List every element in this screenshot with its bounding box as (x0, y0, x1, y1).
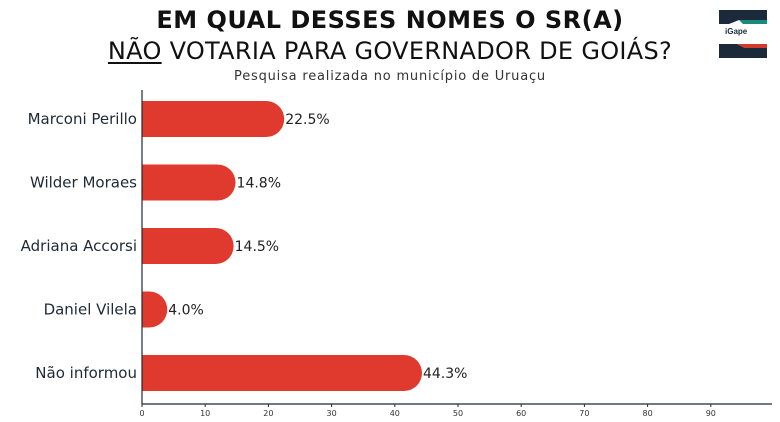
x-tick-label: 40 (390, 409, 400, 418)
category-label: Wilder Moraes (30, 174, 137, 192)
bar-1 (142, 164, 236, 201)
title-line-1: EM QUAL DESSES NOMES O SR(A) (156, 6, 624, 34)
bar-0 (142, 101, 285, 137)
igape-logo: iGape (719, 10, 767, 58)
x-tick-label: 20 (263, 409, 273, 418)
x-tick-label: 60 (516, 409, 526, 418)
x-tick-label: 90 (706, 409, 716, 418)
value-label: 14.5% (235, 239, 279, 255)
chart-title: EM QUAL DESSES NOMES O SR(A) (0, 6, 780, 34)
logo-icon (719, 10, 767, 58)
value-label: 4.0% (168, 303, 204, 319)
bar-4 (142, 355, 422, 391)
x-tick-label: 0 (139, 409, 144, 418)
value-label: 44.3% (423, 366, 467, 382)
category-label: Marconi Perillo (28, 110, 137, 128)
x-tick-label: 10 (200, 409, 210, 418)
x-tick-label: 70 (579, 409, 589, 418)
x-tick-label: 80 (643, 409, 653, 418)
chart-subtitle: Pesquisa realizada no município de Uruaç… (234, 69, 546, 84)
value-label: 22.5% (285, 112, 329, 128)
chart-title-line-2: NÃO VOTARIA PARA GOVERNADOR DE GOIÁS? (0, 37, 780, 65)
x-tick-label: 30 (327, 409, 337, 418)
bar-2 (142, 228, 234, 264)
title-underlined-word: NÃO (107, 37, 162, 65)
x-tick-label: 50 (453, 409, 463, 418)
logo-text: iGape (725, 27, 748, 36)
title-line-2-rest: VOTARIA PARA GOVERNADOR DE GOIÁS? (161, 37, 673, 65)
bar-3 (142, 291, 168, 328)
category-label: Adriana Accorsi (21, 237, 137, 255)
category-label: Não informou (35, 364, 137, 382)
value-label: 14.8% (237, 176, 281, 192)
category-label: Daniel Vilela (44, 301, 137, 319)
